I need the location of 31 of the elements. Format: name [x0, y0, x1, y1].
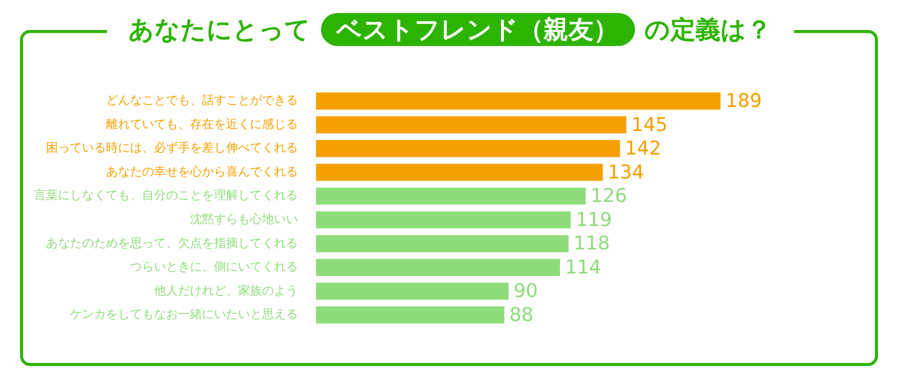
y-tick-label: あなたのためを思って、欠点を指摘してくれる — [46, 236, 298, 250]
y-tick-label: 言葉にしなくても、自分のことを理解してくれる — [34, 188, 298, 202]
y-tick-label: 困っている時には、必ず手を差し伸べてくれる — [46, 140, 298, 155]
bar — [316, 235, 569, 252]
data-label: 90 — [514, 280, 538, 302]
data-label: 145 — [631, 114, 668, 136]
data-label: 119 — [576, 208, 612, 231]
bar — [316, 306, 504, 324]
data-label: 114 — [564, 256, 602, 278]
data-label: 134 — [608, 161, 644, 184]
data-label: 118 — [574, 232, 610, 255]
bar — [316, 188, 586, 205]
bar — [316, 92, 721, 110]
bar — [316, 116, 626, 134]
data-label: 88 — [509, 304, 534, 326]
y-tick-label: 沈黙すらも心地いい — [190, 212, 298, 226]
bar — [316, 282, 509, 300]
y-tick-label: 離れていても、存在を近くに感じる — [106, 116, 298, 131]
y-tick-label: ケンカをしてもなお一緒にいたいと思える — [70, 307, 298, 322]
y-tick-label: つらいときに、側にいてくれる — [130, 260, 298, 274]
data-label: 142 — [624, 138, 662, 160]
y-tick-label: どんなことでも、話すことができる — [106, 93, 298, 108]
y-tick-label: あなたの幸せを心から喜んでくれる — [106, 164, 298, 178]
data-label: 189 — [726, 90, 762, 112]
bar — [316, 258, 560, 276]
bar — [316, 140, 620, 158]
bar — [316, 211, 571, 228]
y-tick-label: 他人だけれど、家族のよう — [154, 283, 298, 298]
data-label: 126 — [590, 185, 627, 208]
bar — [316, 164, 603, 181]
chart-title: あなたにとって ベストフレンド（親友） の定義は？ — [128, 14, 772, 46]
